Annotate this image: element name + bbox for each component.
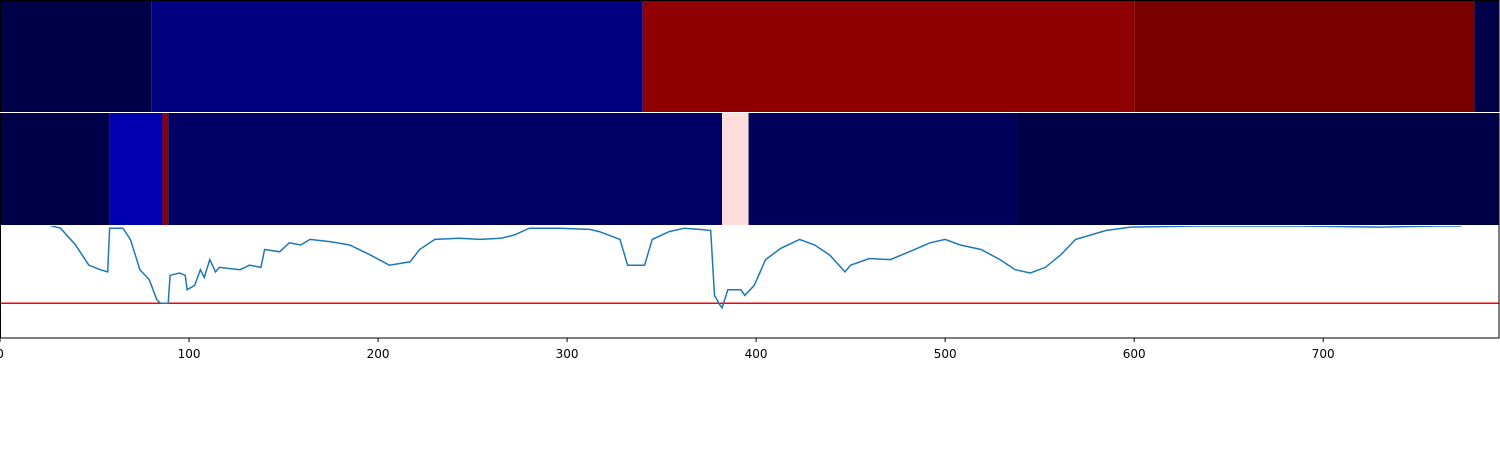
heat-segment xyxy=(162,113,169,225)
heat-segment xyxy=(0,113,110,225)
line-series xyxy=(48,226,1462,310)
x-tick-label: 400 xyxy=(745,347,768,361)
x-tick-label: 500 xyxy=(934,347,957,361)
x-tick-label: 0 xyxy=(0,347,4,361)
x-tick-label: 100 xyxy=(178,347,201,361)
heat-segment xyxy=(1474,1,1499,112)
x-tick-label: 200 xyxy=(367,347,390,361)
x-tick-label: 700 xyxy=(1312,347,1335,361)
strips xyxy=(0,1,1499,225)
x-axis: 0 100 200 300 400 500 600 700 xyxy=(0,0,1500,361)
heat-segment xyxy=(642,1,1135,112)
line-panel xyxy=(0,226,1499,310)
heat-segment xyxy=(168,113,723,225)
x-tick-label: 300 xyxy=(556,347,579,361)
x-tick-label: 600 xyxy=(1123,347,1146,361)
panel-frame xyxy=(0,0,1500,339)
heat-segment xyxy=(1134,1,1475,112)
heat-segment xyxy=(722,113,749,225)
heat-segment xyxy=(151,1,643,112)
heat-segment xyxy=(109,113,163,225)
heat-segment xyxy=(1016,113,1499,225)
heat-segment xyxy=(748,113,1017,225)
heat-segment xyxy=(0,1,152,112)
